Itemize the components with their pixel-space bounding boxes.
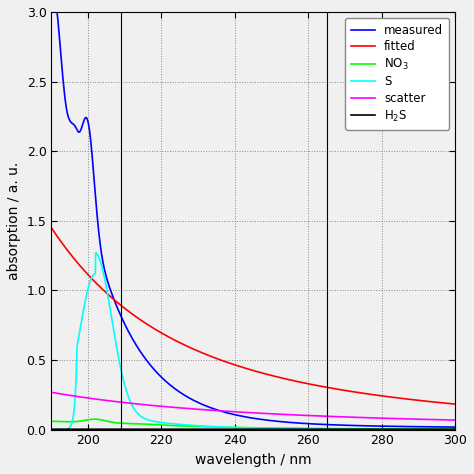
fitted (69, 253, 75, 259)
NO$_3$ (366, 426, 372, 432)
X-axis label: wavelength / nm: wavelength / nm (195, 453, 311, 467)
Y-axis label: absorption / a. u.: absorption / a. u. (7, 162, 21, 280)
scatter (452, 417, 458, 423)
NO$_3$ (69, 419, 75, 425)
Line: S: S (51, 253, 455, 429)
fitted (366, 392, 372, 397)
Legend: measured, fitted, NO$_3$, S, scatter, H$_2$S: measured, fitted, NO$_3$, S, scatter, H$… (345, 18, 449, 129)
NO$_3$ (234, 425, 240, 430)
scatter (245, 410, 251, 415)
measured (69, 120, 75, 126)
H$_2$S (245, 427, 251, 432)
fitted (452, 401, 458, 407)
scatter (366, 415, 372, 420)
fitted (440, 400, 446, 406)
fitted (48, 225, 54, 230)
fitted (440, 400, 446, 406)
Line: fitted: fitted (51, 228, 455, 404)
Line: NO$_3$: NO$_3$ (51, 419, 455, 429)
H$_2$S (452, 427, 458, 432)
measured (440, 424, 446, 430)
S (452, 427, 458, 432)
NO$_3$ (48, 419, 54, 424)
NO$_3$ (245, 425, 251, 430)
H$_2$S (69, 427, 75, 432)
NO$_3$ (441, 426, 447, 432)
S (48, 427, 54, 432)
fitted (234, 363, 240, 368)
H$_2$S (366, 427, 372, 432)
Line: scatter: scatter (51, 392, 455, 420)
S (366, 427, 372, 432)
S (69, 420, 75, 426)
scatter (440, 417, 446, 423)
measured (452, 424, 458, 430)
NO$_3$ (92, 416, 98, 422)
measured (440, 424, 446, 430)
H$_2$S (440, 427, 446, 432)
H$_2$S (48, 427, 54, 432)
S (93, 250, 99, 256)
S (245, 425, 251, 431)
H$_2$S (440, 427, 446, 432)
Line: measured: measured (51, 0, 455, 427)
measured (245, 414, 251, 420)
fitted (245, 366, 251, 372)
NO$_3$ (452, 426, 458, 432)
scatter (69, 393, 75, 399)
H$_2$S (234, 427, 240, 432)
measured (234, 412, 240, 418)
scatter (48, 390, 54, 395)
scatter (234, 409, 240, 415)
NO$_3$ (440, 426, 446, 432)
measured (366, 423, 372, 428)
scatter (440, 417, 446, 423)
S (441, 427, 447, 432)
S (440, 427, 446, 432)
S (234, 425, 240, 430)
